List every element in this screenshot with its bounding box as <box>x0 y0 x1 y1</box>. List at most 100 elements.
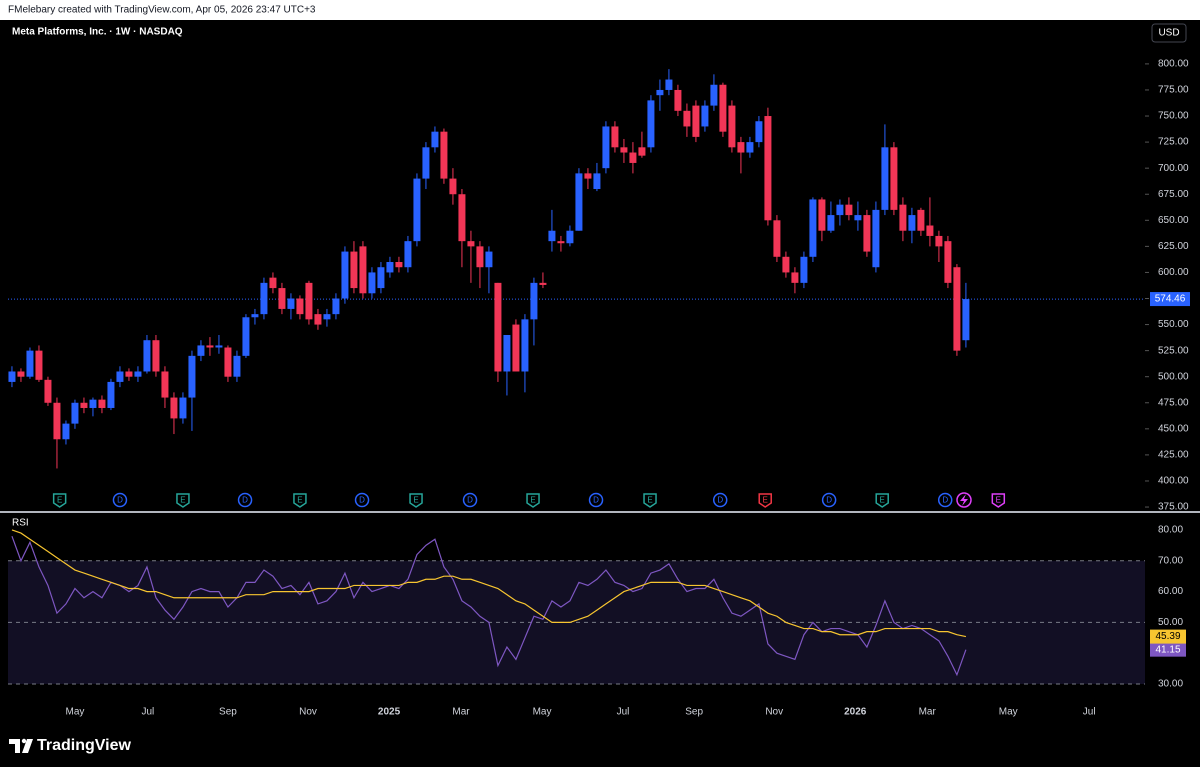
x-tick-label: May <box>66 707 85 718</box>
event-icon <box>52 493 67 508</box>
candle-body <box>206 345 214 348</box>
candle-body <box>548 230 556 242</box>
event-icon <box>588 492 604 508</box>
candle-body <box>917 209 925 231</box>
candle-body <box>458 194 466 242</box>
candle-body <box>179 397 187 419</box>
event-label: D <box>359 496 365 505</box>
brand-logo <box>9 738 33 753</box>
y-tick-label: 750.00 <box>1158 111 1189 122</box>
y-tick-label: 425.00 <box>1158 450 1189 461</box>
credit: FMelebary created with TradingView.com, … <box>8 5 316 16</box>
candle-body <box>44 379 52 403</box>
candle-body <box>602 126 610 169</box>
candle-body <box>692 105 700 137</box>
candle-body <box>89 399 97 408</box>
candle-body <box>152 340 160 372</box>
y-tick-label: 50.00 <box>1158 617 1183 628</box>
y-tick-label: 525.00 <box>1158 345 1189 356</box>
event-icon <box>112 492 128 508</box>
candle-body <box>422 147 430 179</box>
currency-box <box>1151 23 1187 43</box>
candle-body <box>215 345 223 348</box>
event-marker: E <box>991 493 1006 508</box>
x-tick-label: Jul <box>1083 707 1096 718</box>
candle-body <box>818 199 826 231</box>
y-tick-label: 550.00 <box>1158 319 1189 330</box>
event-label: E <box>880 496 885 505</box>
candle-body <box>593 173 601 190</box>
candle-body <box>629 152 637 163</box>
candle-body <box>746 142 754 153</box>
y-tick-label: 80.00 <box>1158 525 1183 536</box>
candle-body <box>305 282 313 320</box>
event-icon <box>758 493 772 508</box>
candle-body <box>755 121 763 143</box>
x-tick-label: Jul <box>617 707 630 718</box>
event-label: D <box>826 496 832 505</box>
candle-body <box>530 282 538 320</box>
candle-body <box>944 241 952 283</box>
event-icon <box>875 493 889 508</box>
candle-body <box>674 89 682 111</box>
candle-body <box>287 298 295 309</box>
candle-body <box>125 371 133 377</box>
candle-body <box>368 272 376 294</box>
event-marker: E <box>875 493 889 508</box>
candle-body <box>872 209 880 268</box>
candle-body <box>332 298 340 315</box>
candle-body <box>377 267 385 289</box>
y-tick-label: 60.00 <box>1158 586 1183 597</box>
candle-body <box>800 256 808 283</box>
candle-body <box>476 246 484 268</box>
candle-body <box>953 267 961 351</box>
event-icon <box>643 493 657 508</box>
event-marker: E <box>52 493 67 508</box>
last-value-label: 41.15 <box>1155 644 1180 655</box>
candle-body <box>53 402 61 440</box>
candle-body <box>161 371 169 398</box>
event-marker: D <box>712 492 728 508</box>
y-tick-label: 30.00 <box>1158 679 1183 690</box>
event-marker: D <box>937 492 953 508</box>
event-marker: E <box>526 493 540 508</box>
event-label: D <box>717 496 723 505</box>
candle-body <box>188 355 196 398</box>
x-tick-label: 2025 <box>378 707 401 718</box>
candle-body <box>80 402 88 408</box>
candle-body <box>512 324 520 372</box>
candle-body <box>233 355 241 377</box>
candle-body <box>17 371 25 377</box>
y-tick-label: 500.00 <box>1158 371 1189 382</box>
brand: TradingView <box>37 737 132 754</box>
candle-body <box>314 314 322 325</box>
x-tick-label: Nov <box>765 707 783 718</box>
candle-body <box>386 262 394 273</box>
candle-body <box>269 277 277 289</box>
event-label: E <box>530 496 535 505</box>
event-marker: D <box>588 492 604 508</box>
y-tick-label: 600.00 <box>1158 267 1189 278</box>
candle-body <box>845 204 853 216</box>
candle-body <box>638 147 646 156</box>
candle-body <box>611 126 619 148</box>
event-label: E <box>763 496 768 505</box>
event-icon <box>991 493 1006 508</box>
candle-body <box>413 178 421 242</box>
candle-body <box>836 204 844 216</box>
last-value-label: 45.39 <box>1155 631 1180 642</box>
event-label: E <box>57 496 62 505</box>
candle-body <box>224 347 232 377</box>
event-icon <box>237 492 253 508</box>
y-tick-label: 775.00 <box>1158 85 1189 96</box>
x-tick-label: May <box>533 707 552 718</box>
candle-body <box>701 105 709 127</box>
candle-body <box>584 173 592 179</box>
candle-body <box>854 215 862 221</box>
candle-body <box>710 84 718 106</box>
candle-body <box>323 314 331 320</box>
candle-body <box>134 371 142 377</box>
event-marker: E <box>409 493 423 508</box>
candle-body <box>737 142 745 153</box>
